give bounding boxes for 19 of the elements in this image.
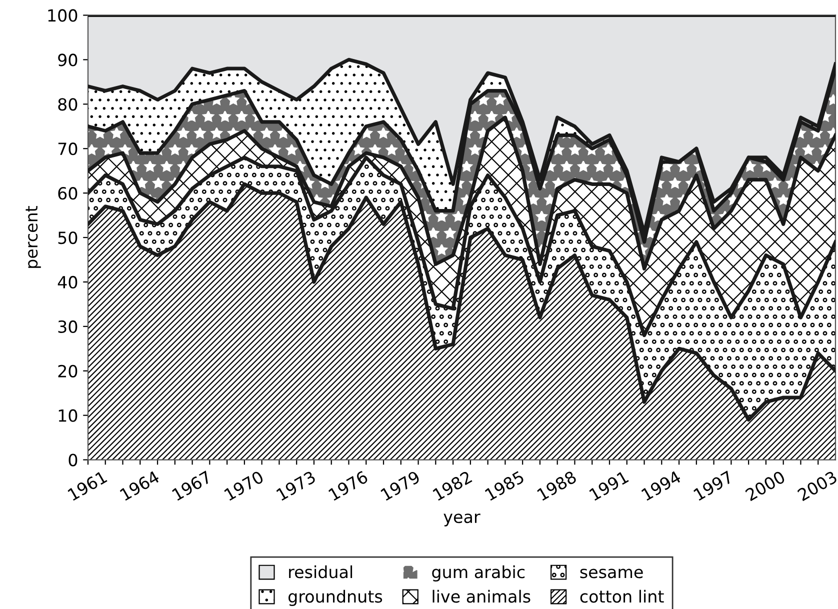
y-tick-label: 30 [58, 320, 78, 333]
legend-label: residual [289, 565, 352, 578]
legend-label: cotton lint [580, 590, 664, 603]
y-tick-label: 60 [58, 187, 78, 200]
y-tick-label: 100 [48, 9, 78, 22]
y-tick-label: 20 [58, 364, 78, 378]
y-tick-label: 10 [58, 409, 78, 422]
y-tick-label: 0 [68, 454, 78, 466]
y-tick-label: 90 [58, 54, 78, 66]
legend-label: sesame [580, 568, 643, 578]
y-tick-label: 50 [58, 231, 78, 244]
y-tick-label: 80 [58, 98, 78, 111]
y-tick-label: 70 [58, 142, 78, 156]
y-tick-label: 40 [58, 276, 78, 289]
legend-label: groundnuts [288, 590, 382, 606]
y-axis-title: percent [26, 206, 41, 268]
legend-label: live animals [432, 590, 530, 603]
x-axis-title: year [444, 514, 480, 526]
legend-label: gum arabic [432, 565, 525, 582]
